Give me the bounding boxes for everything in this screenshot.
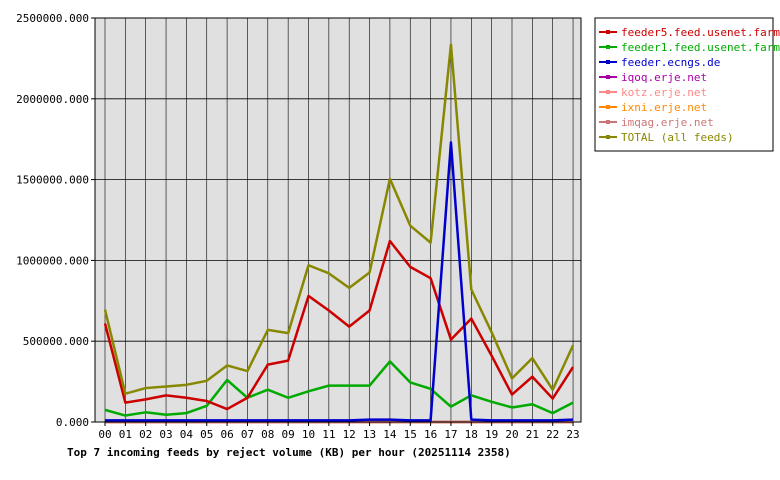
chart-title: Top 7 incoming feeds by reject volume (K… bbox=[67, 446, 511, 459]
legend-marker bbox=[606, 45, 610, 49]
x-tick-label: 01 bbox=[119, 428, 132, 441]
legend-label: iqoq.erje.net bbox=[621, 71, 707, 84]
series-line-feeder-ecngs-de bbox=[105, 141, 574, 422]
x-tick-label: 04 bbox=[180, 428, 194, 441]
x-tick-label: 19 bbox=[485, 428, 498, 441]
x-tick-label: 21 bbox=[526, 428, 539, 441]
x-tick-label: 06 bbox=[220, 428, 233, 441]
x-tick-label: 02 bbox=[139, 428, 152, 441]
x-tick-label: 08 bbox=[261, 428, 274, 441]
legend-marker bbox=[606, 75, 610, 79]
series-line-feeder5-feed-usenet-farm bbox=[103, 239, 575, 411]
legend-label: ixni.erje.net bbox=[621, 101, 707, 114]
y-axis: 0.000 500000.000 1000000.000 1500000.000 200… bbox=[16, 12, 95, 429]
x-tick-label: 00 bbox=[98, 428, 111, 441]
y-tick-label: 2500000.000 bbox=[16, 12, 89, 25]
x-tick-label: 14 bbox=[383, 428, 397, 441]
x-tick-label: 18 bbox=[465, 428, 478, 441]
legend-box bbox=[594, 17, 774, 152]
y-tick-label: 1000000.000 bbox=[16, 254, 89, 267]
x-tick-label: 05 bbox=[200, 428, 213, 441]
x-tick-label: 09 bbox=[282, 428, 295, 441]
x-tick-label: 16 bbox=[424, 428, 437, 441]
legend-label: imqag.erje.net bbox=[621, 116, 714, 129]
plot-border bbox=[94, 17, 582, 423]
x-tick-label: 12 bbox=[343, 428, 356, 441]
legend-label: feeder.ecngs.de bbox=[621, 56, 720, 69]
legend-marker bbox=[606, 135, 610, 139]
series-line-total-all-feeds- bbox=[103, 43, 575, 395]
legend-label: TOTAL (all feeds) bbox=[621, 131, 734, 144]
x-tick-label: 20 bbox=[505, 428, 518, 441]
legend-marker bbox=[606, 60, 610, 64]
legend-label: kotz.erje.net bbox=[621, 86, 707, 99]
y-tick-label: 0.000 bbox=[56, 416, 89, 429]
x-tick-label: 03 bbox=[159, 428, 172, 441]
legend-label: feeder5.feed.usenet.farm bbox=[621, 26, 780, 39]
plot-background bbox=[95, 18, 581, 422]
x-tick-label: 23 bbox=[566, 428, 579, 441]
legend-marker bbox=[606, 90, 610, 94]
legend: feeder5.feed.usenet.farm feeder1.feed.use… bbox=[599, 26, 780, 144]
x-tick-label: 11 bbox=[322, 428, 335, 441]
x-tick-label: 15 bbox=[404, 428, 417, 441]
legend-label: feeder1.feed.usenet.farm bbox=[621, 41, 780, 54]
series-line-feeder1-feed-usenet-farm bbox=[104, 360, 574, 417]
y-tick-label: 500000.000 bbox=[23, 335, 89, 348]
y-tick-label: 2000000.000 bbox=[16, 93, 89, 106]
x-tick-label: 13 bbox=[363, 428, 376, 441]
legend-marker bbox=[606, 120, 610, 124]
x-tick-label: 07 bbox=[241, 428, 254, 441]
legend-marker bbox=[606, 30, 610, 34]
x-tick-label: 17 bbox=[444, 428, 457, 441]
y-tick-label: 1500000.000 bbox=[16, 174, 89, 187]
x-tick-label: 10 bbox=[302, 428, 315, 441]
x-axis: 00 01 02 03 04 05 06 07 08 09 10 11 12 13 14 15 16 17 18 19… bbox=[98, 422, 580, 441]
x-tick-label: 22 bbox=[546, 428, 559, 441]
legend-marker bbox=[606, 105, 610, 109]
